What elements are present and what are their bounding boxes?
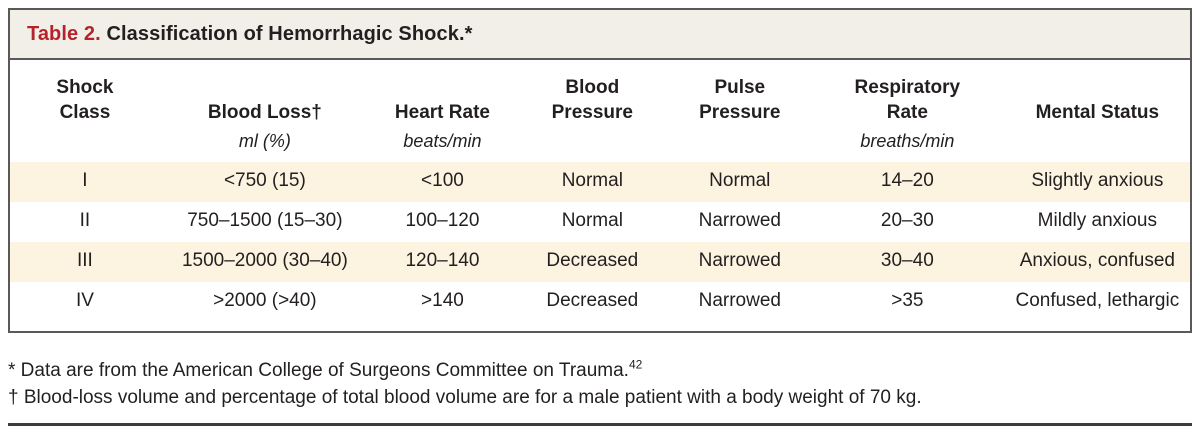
- column-header: Blood Loss†: [207, 101, 322, 123]
- table-cell: Anxious, confused: [1019, 250, 1175, 272]
- footnote-text: † Blood-loss volume and percentage of to…: [8, 387, 922, 408]
- table-cell: Narrowed: [698, 290, 781, 312]
- unit-cell: [1005, 127, 1190, 162]
- footnote-reference-number: 42: [628, 357, 643, 372]
- table-row: I <750 (15) <100 Normal Normal 14–20 Slightly …: [10, 162, 1190, 203]
- table-cell: III: [77, 250, 93, 272]
- table-cell: Narrowed: [698, 210, 781, 232]
- table-cell: I: [82, 170, 88, 192]
- shock-classification-table: Shock Class Blood Loss† Heart Rate Blood Pr…: [10, 60, 1190, 322]
- table-cell: >140: [421, 290, 464, 312]
- table-body: I <750 (15) <100 Normal Normal 14–20 Slightly …: [10, 162, 1190, 322]
- table-cell: Normal: [561, 210, 623, 232]
- table-cell: 14–20: [880, 170, 934, 192]
- table-head: Shock Class Blood Loss† Heart Rate Blood Pr…: [10, 60, 1190, 162]
- bottom-rule: [8, 423, 1192, 426]
- table-cell: Confused, lethargic: [1015, 290, 1180, 312]
- unit-cell: ml (%): [238, 131, 291, 152]
- footnotes: * Data are from the American College of …: [8, 357, 1192, 411]
- units-row: ml (%) beats/min breaths/min: [10, 127, 1190, 162]
- table-cell: Slightly anxious: [1031, 170, 1164, 192]
- table-cell: 30–40: [880, 250, 934, 272]
- table-cell: Normal: [561, 170, 623, 192]
- table-cell: 20–30: [880, 210, 934, 232]
- table-cell: 100–120: [405, 210, 480, 232]
- table-cell: >35: [891, 290, 924, 312]
- table-number-label: Table 2.: [27, 23, 101, 45]
- table-row: IV >2000 (>40) >140 Decreased Narrowed >35 Con…: [10, 282, 1190, 322]
- column-header: Respiratory Rate: [854, 77, 961, 123]
- table-cell: Mildly anxious: [1037, 210, 1157, 232]
- unit-cell: [10, 127, 160, 162]
- table-title-text: Classification of Hemorrhagic Shock.*: [106, 23, 473, 45]
- footnote-text: * Data are from the American College of …: [8, 360, 629, 381]
- table-cell: II: [79, 210, 91, 232]
- column-header: Blood Pressure: [551, 77, 633, 123]
- unit-cell: [670, 127, 810, 162]
- header-row: Shock Class Blood Loss† Heart Rate Blood Pr…: [10, 60, 1190, 127]
- table-cell: <100: [421, 170, 464, 192]
- column-header: Heart Rate: [394, 101, 490, 123]
- table-row: II 750–1500 (15–30) 100–120 Normal Narrowed 2…: [10, 202, 1190, 242]
- table-cell: <750 (15): [223, 170, 306, 192]
- table-frame: Table 2. Classification of Hemorrhagic S…: [8, 8, 1192, 333]
- unit-cell: breaths/min: [860, 131, 955, 152]
- table-cell: IV: [75, 290, 94, 312]
- unit-cell: [515, 127, 670, 162]
- table-cell: >2000 (>40): [213, 290, 317, 312]
- table-title: Table 2. Classification of Hemorrhagic S…: [10, 10, 1190, 60]
- table-cell: Decreased: [546, 250, 639, 272]
- column-header: Pulse Pressure: [699, 77, 781, 123]
- table-cell: Decreased: [546, 290, 639, 312]
- footnote-data-source: * Data are from the American College of …: [8, 357, 1192, 384]
- table-cell: Normal: [709, 170, 771, 192]
- table-cell: 1500–2000 (30–40): [181, 250, 348, 272]
- unit-cell: beats/min: [403, 131, 482, 152]
- table-cell: 120–140: [405, 250, 480, 272]
- table-row: III 1500–2000 (30–40) 120–140 Decreased Narr…: [10, 242, 1190, 283]
- column-header: Mental Status: [1035, 101, 1160, 123]
- column-header: Shock Class: [56, 77, 114, 123]
- footnote-blood-loss: † Blood-loss volume and percentage of to…: [8, 384, 1192, 411]
- table-cell: 750–1500 (15–30): [187, 210, 343, 232]
- table-cell: Narrowed: [698, 250, 781, 272]
